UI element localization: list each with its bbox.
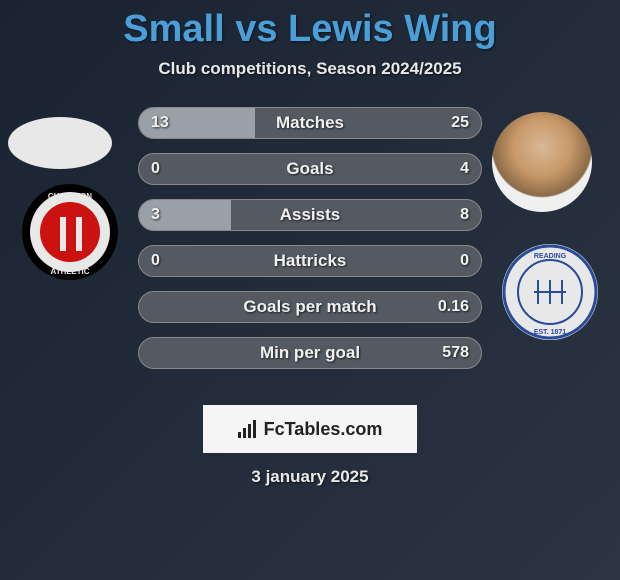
stat-value-right: 8 [460, 200, 469, 230]
stat-row: Min per goal578 [138, 337, 482, 369]
player-left-avatar [8, 117, 112, 169]
stat-label: Hattricks [139, 246, 481, 276]
stat-value-right: 0 [460, 246, 469, 276]
club-right-badge: READING EST. 1871 [500, 242, 600, 342]
stat-label: Assists [139, 200, 481, 230]
stat-value-right: 25 [451, 108, 469, 138]
stat-label: Matches [139, 108, 481, 138]
brand-badge[interactable]: FcTables.com [203, 405, 417, 453]
stat-row: 3Assists8 [138, 199, 482, 231]
stat-row: Goals per match0.16 [138, 291, 482, 323]
stat-row: 13Matches25 [138, 107, 482, 139]
brand-icon [238, 420, 258, 438]
comparison-subtitle: Club competitions, Season 2024/2025 [0, 59, 620, 79]
svg-text:ATHLETIC: ATHLETIC [51, 267, 90, 276]
comparison-date: 3 january 2025 [0, 467, 620, 487]
stat-value-right: 4 [460, 154, 469, 184]
svg-text:READING: READING [534, 253, 567, 260]
stat-row: 0Goals4 [138, 153, 482, 185]
stat-row: 0Hattricks0 [138, 245, 482, 277]
stat-label: Goals per match [139, 292, 481, 322]
stat-label: Min per goal [139, 338, 481, 368]
comparison-title: Small vs Lewis Wing [0, 0, 620, 51]
comparison-main: CHARLTON ATHLETIC READING EST. 1871 13Ma… [0, 107, 620, 397]
club-left-badge: CHARLTON ATHLETIC [20, 182, 120, 282]
brand-text: FcTables.com [264, 419, 383, 440]
player-right-avatar [492, 112, 592, 212]
stat-bars: 13Matches250Goals43Assists80Hattricks0Go… [138, 107, 482, 369]
stat-label: Goals [139, 154, 481, 184]
stat-value-right: 578 [442, 338, 469, 368]
svg-text:CHARLTON: CHARLTON [48, 192, 92, 201]
svg-text:EST. 1871: EST. 1871 [534, 329, 566, 336]
stat-value-right: 0.16 [438, 292, 469, 322]
